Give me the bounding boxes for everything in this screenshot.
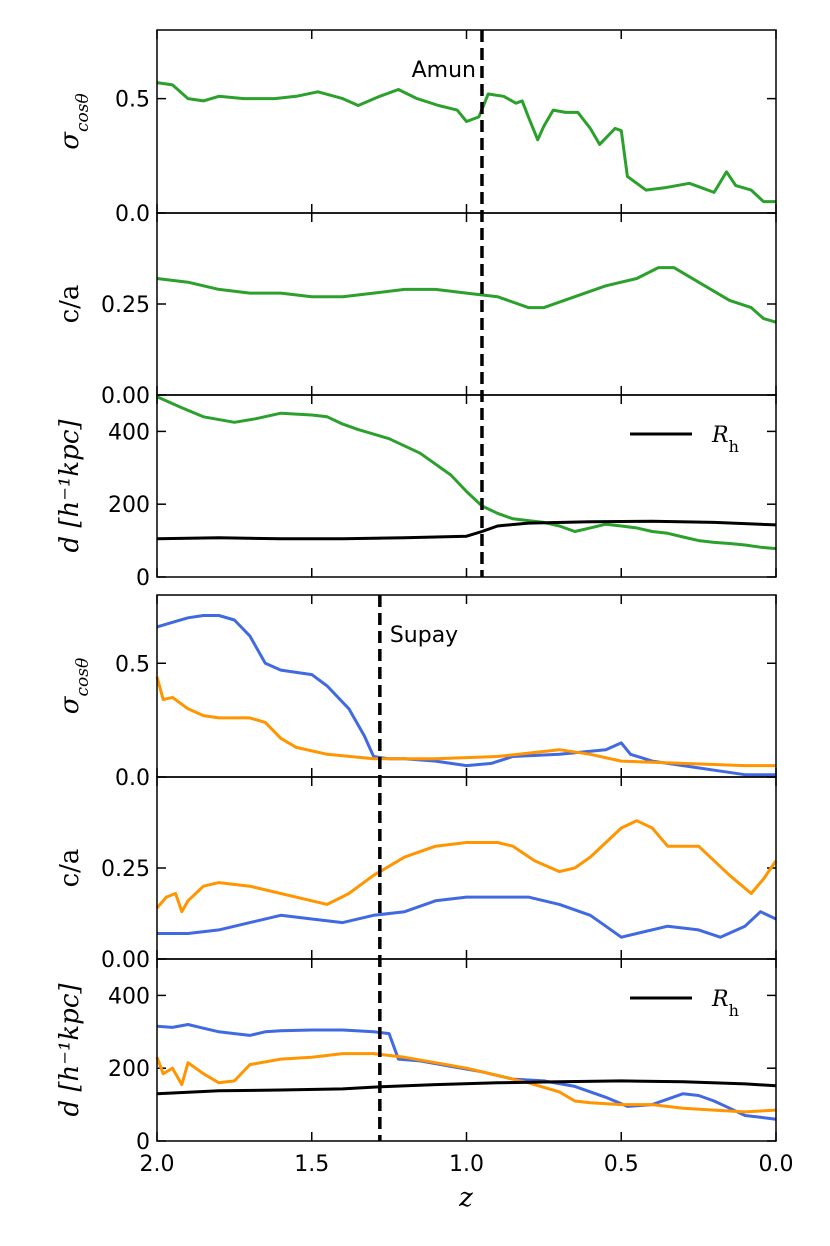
annotation-supay: Supay [390, 623, 458, 648]
y-tick-label: 0 [136, 1130, 150, 1155]
panel-amun-d: 0 200 400 Rh d [h⁻¹kpc] [55, 394, 777, 591]
y-axis-label-d: d [h⁻¹kpc] [55, 419, 85, 553]
y-axis-label-sigma: σcosθ [55, 93, 93, 149]
series-line-amun [156, 395, 777, 551]
y-axis-label-ca: c/a [55, 285, 85, 324]
y-tick-label: 0 [136, 566, 150, 591]
y-axis-label-ca: c/a [55, 849, 85, 888]
x-tick-label: 2.0 [140, 1152, 175, 1177]
y-tick-label: 0.5 [115, 652, 150, 677]
series-line-blue [157, 895, 777, 939]
series-line-orange [155, 676, 776, 768]
x-tick-label: 1.5 [294, 1152, 329, 1177]
group-amun: 0.0 0.5 σcosθ 0.00 0.25 c/a 0 200 400 Rh d [h⁻¹kpc… [55, 29, 777, 591]
y-tick-label: 400 [108, 420, 150, 445]
x-axis-label: z [458, 1183, 473, 1213]
y-tick-label: 0.25 [101, 857, 150, 882]
y-tick-label: 0.25 [101, 293, 150, 318]
series-line-amun [156, 81, 776, 204]
annotation-amun: Amun [412, 58, 476, 83]
y-tick-label: 200 [108, 493, 150, 518]
panel-frame [156, 958, 777, 1142]
legend-label: Rh [711, 987, 739, 1020]
group-supay: 0.0 0.5 σcosθ 0.00 0.25 c/a 0 200 400 Rh d [h⁻¹kpc… [55, 594, 778, 1155]
panel-supay-d: 0 200 400 Rh d [h⁻¹kpc] [55, 958, 777, 1155]
y-tick-label: 0.0 [115, 202, 150, 227]
y-tick-label: 0.0 [115, 766, 150, 791]
panel-supay-ca: 0.00 0.25 c/a [55, 776, 778, 973]
y-tick-label: 0.00 [101, 384, 150, 409]
series-line-r-h [156, 519, 777, 541]
y-axis-label-d: d [h⁻¹kpc] [55, 983, 85, 1117]
panel-supay-sigma: 0.0 0.5 σcosθ [55, 594, 777, 791]
x-tick-label: 0.5 [604, 1152, 639, 1177]
x-tick-label: 0.0 [759, 1152, 794, 1177]
x-tick-label: 1.0 [449, 1152, 484, 1177]
panel-amun-sigma: 0.0 0.5 σcosθ [55, 29, 777, 227]
y-tick-label: 0.00 [101, 948, 150, 973]
series-line-amun [156, 266, 777, 324]
x-axis-layer: z 2.0 1.5 1.0 0.5 0.0 [140, 1152, 794, 1213]
series-line-r-h [156, 1079, 777, 1096]
y-tick-label: 400 [108, 984, 150, 1009]
series-line-orange [155, 819, 778, 914]
series-line-orange [155, 1052, 777, 1114]
panel-frame [156, 394, 777, 578]
legend-label: Rh [711, 423, 739, 456]
y-axis-label-sigma: σcosθ [55, 658, 93, 714]
y-tick-label: 200 [108, 1057, 150, 1082]
y-tick-label: 0.5 [115, 88, 150, 113]
